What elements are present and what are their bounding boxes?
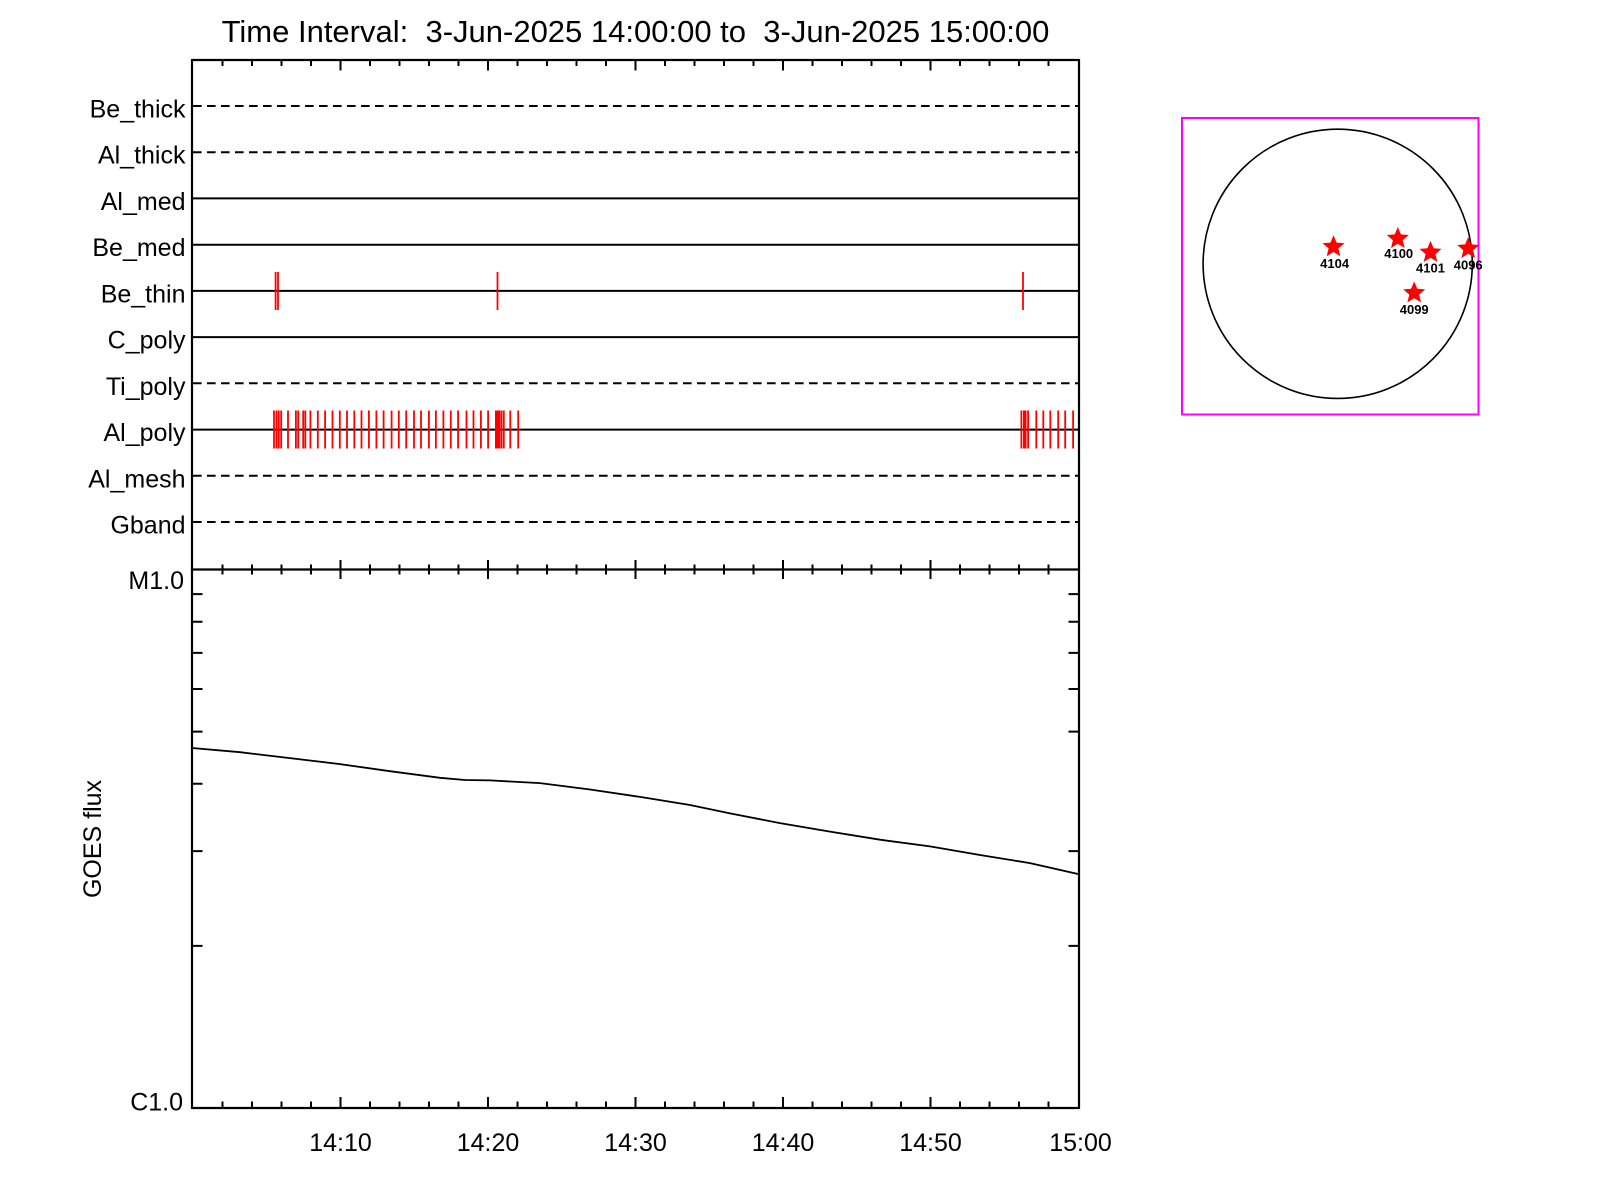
- svg-text:C1.0: C1.0: [130, 1089, 183, 1117]
- svg-text:Ti_poly: Ti_poly: [106, 373, 186, 401]
- svg-text:Be_med: Be_med: [92, 234, 185, 262]
- svg-text:Time Interval: 3-Jun-2025 14:: Time Interval: 3-Jun-2025 14:00:00 to 3-…: [222, 14, 1050, 49]
- svg-text:Be_thin: Be_thin: [101, 280, 186, 308]
- svg-text:Al_med: Al_med: [101, 188, 186, 216]
- svg-text:M1.0: M1.0: [128, 567, 184, 595]
- svg-text:Be_thick: Be_thick: [90, 96, 186, 124]
- svg-text:4099: 4099: [1400, 302, 1429, 317]
- svg-text:4096: 4096: [1454, 258, 1483, 273]
- svg-text:Al_mesh: Al_mesh: [88, 465, 185, 493]
- svg-text:C_poly: C_poly: [108, 327, 186, 355]
- svg-text:4100: 4100: [1384, 246, 1413, 261]
- svg-text:14:30: 14:30: [604, 1129, 667, 1157]
- svg-text:14:20: 14:20: [457, 1129, 520, 1157]
- svg-text:4104: 4104: [1320, 256, 1350, 271]
- svg-text:Al_thick: Al_thick: [98, 142, 186, 170]
- svg-text:Al_poly: Al_poly: [104, 419, 186, 447]
- svg-text:4101: 4101: [1416, 261, 1445, 276]
- svg-text:14:40: 14:40: [752, 1129, 815, 1157]
- svg-text:14:10: 14:10: [309, 1129, 372, 1157]
- svg-text:15:00: 15:00: [1049, 1129, 1112, 1157]
- svg-text:14:50: 14:50: [899, 1129, 962, 1157]
- svg-text:Gband: Gband: [110, 512, 185, 540]
- svg-text:GOES flux: GOES flux: [79, 779, 107, 898]
